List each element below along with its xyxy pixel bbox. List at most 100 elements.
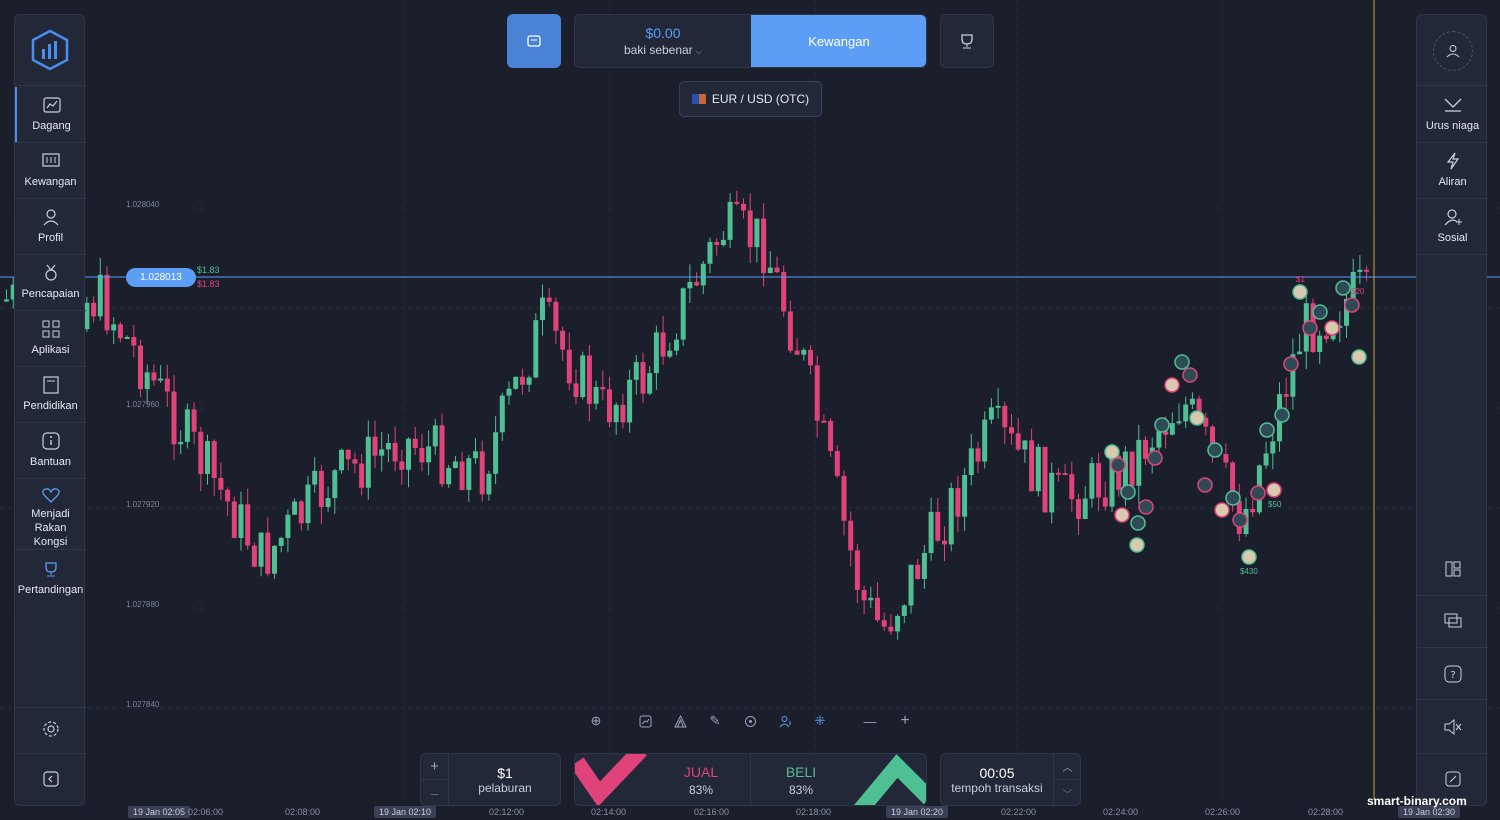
sidebar-item-pertandingan[interactable]: Pertandingan	[15, 551, 86, 607]
sidebar-item-dagang[interactable]: Dagang	[15, 87, 86, 143]
deposit-button[interactable]: Kewangan	[751, 15, 926, 67]
sell-label: JUAL	[683, 763, 719, 780]
settings-button[interactable]	[15, 715, 86, 771]
candle	[727, 201, 733, 240]
pencil-icon[interactable]: ✎	[709, 713, 721, 728]
candle	[1022, 440, 1028, 450]
sidebar-item-pendidikan[interactable]: Pendidikan	[15, 367, 86, 423]
candle	[653, 332, 659, 374]
balance-selector[interactable]: $0.00 baki sebenar ⌵	[575, 15, 751, 67]
chart-type-icon[interactable]	[636, 712, 654, 730]
collapse-sidebar-button[interactable]	[15, 765, 86, 820]
apps-icon	[41, 319, 61, 339]
candle	[875, 597, 880, 621]
y-tick: 1.028040	[126, 200, 160, 209]
candle	[345, 449, 351, 460]
candle	[305, 484, 311, 524]
candle	[761, 218, 767, 273]
duration-input[interactable]: 00:05 tempoh transaksi	[941, 754, 1053, 805]
chevron-down-icon[interactable]: ﹀	[1053, 780, 1080, 805]
decrease-amount-button[interactable]: –	[421, 780, 449, 805]
candle	[111, 324, 117, 331]
candle	[667, 350, 673, 357]
social-trader-avatar	[1147, 450, 1163, 466]
social-trader-avatar	[1104, 444, 1120, 460]
asset-selector[interactable]: EUR / USD (OTC)	[679, 81, 822, 117]
candle	[318, 470, 324, 508]
current-price-tag: 1.028013	[126, 268, 196, 287]
candle	[747, 210, 753, 248]
candle	[533, 320, 539, 378]
tournament-button[interactable]	[940, 14, 994, 68]
zoom-out-icon[interactable]: —	[863, 713, 877, 729]
wallet-button[interactable]	[507, 14, 561, 68]
candle	[218, 477, 224, 490]
duration-value: 00:05	[979, 765, 1015, 781]
x-tick: 19 Jan 02:30	[1398, 806, 1461, 818]
sidebar-item-pencapaian[interactable]: Pencapaian	[15, 255, 86, 311]
candle	[888, 626, 894, 632]
sidebar-item-aplikasi[interactable]: Aplikasi	[15, 311, 86, 367]
layout-button[interactable]	[1417, 555, 1488, 611]
signals-icon[interactable]: ⁜	[814, 713, 826, 728]
sidebar-item-bantuan[interactable]: Bantuan	[15, 423, 86, 479]
flag-icon	[691, 94, 706, 104]
duration-panel: 00:05 tempoh transaksi ︿ ﹀	[940, 753, 1081, 806]
sidebar-item-label: Urus niaga	[1425, 120, 1480, 132]
crosshair-tool-icon[interactable]: ⊕	[590, 713, 602, 728]
sidebar-item-profil[interactable]: Profil	[15, 199, 86, 255]
sidebar-item-aliran[interactable]: Aliran	[1417, 143, 1488, 199]
fullscreen-icon	[1443, 769, 1463, 789]
candle	[633, 362, 639, 380]
mute-button[interactable]	[1417, 713, 1488, 769]
x-tick: 02:06:00	[188, 807, 224, 817]
help-button[interactable]: ?	[1417, 660, 1488, 716]
chevron-up-icon[interactable]: ︿	[1053, 754, 1080, 780]
candle	[660, 332, 666, 357]
layout-icon	[1443, 559, 1463, 579]
candle	[1263, 453, 1269, 466]
candle	[1156, 431, 1162, 448]
candle	[493, 432, 499, 474]
avatar[interactable]	[1433, 31, 1473, 71]
candle	[1223, 454, 1229, 463]
chevron-down-icon: ⌵	[692, 46, 703, 56]
candle	[1089, 463, 1095, 499]
candle	[426, 446, 432, 463]
social-trader-avatar	[1130, 515, 1146, 531]
candle	[1015, 433, 1021, 450]
candle	[928, 511, 934, 554]
zoom-in-icon[interactable]: +	[900, 712, 910, 729]
sidebar-item-sosial[interactable]: Sosial	[1417, 199, 1488, 255]
candle	[566, 349, 572, 384]
indicators-icon[interactable]	[671, 712, 689, 730]
y-tick: 1.027840	[126, 700, 160, 709]
user-icon	[1446, 45, 1460, 58]
candle	[680, 288, 686, 340]
sidebar-item-label: Aplikasi	[31, 344, 70, 356]
candle	[1250, 508, 1256, 513]
target-icon[interactable]	[741, 712, 759, 730]
chat-button[interactable]	[1417, 607, 1488, 663]
sidebar-item-urus-niaga[interactable]: Urus niaga	[1417, 87, 1488, 143]
candle	[982, 419, 988, 462]
social-trading-icon[interactable]	[776, 712, 794, 730]
x-tick: 02:08:00	[285, 807, 321, 817]
fullscreen-button[interactable]	[1417, 765, 1488, 820]
x-tick: 02:12:00	[489, 807, 525, 817]
candle	[406, 438, 411, 470]
candle	[4, 299, 9, 302]
left-sidebar: Dagang Kewangan Profil Pencapaian Aplika…	[14, 14, 86, 806]
sidebar-item-kewangan[interactable]: Kewangan	[15, 143, 86, 199]
candle	[191, 409, 197, 432]
sidebar-item-rakan-kongsi[interactable]: Menjadi Rakan Kongsi	[15, 479, 86, 549]
trophy-icon	[41, 559, 61, 579]
buy-button[interactable]: BELI 83%	[751, 754, 926, 805]
candle	[607, 389, 612, 423]
amount-input[interactable]: $1 pelaburan	[449, 754, 560, 805]
candle	[553, 301, 559, 331]
sell-button[interactable]: JUAL 83%	[575, 754, 751, 805]
candle	[519, 376, 525, 385]
increase-amount-button[interactable]: +	[421, 754, 449, 780]
